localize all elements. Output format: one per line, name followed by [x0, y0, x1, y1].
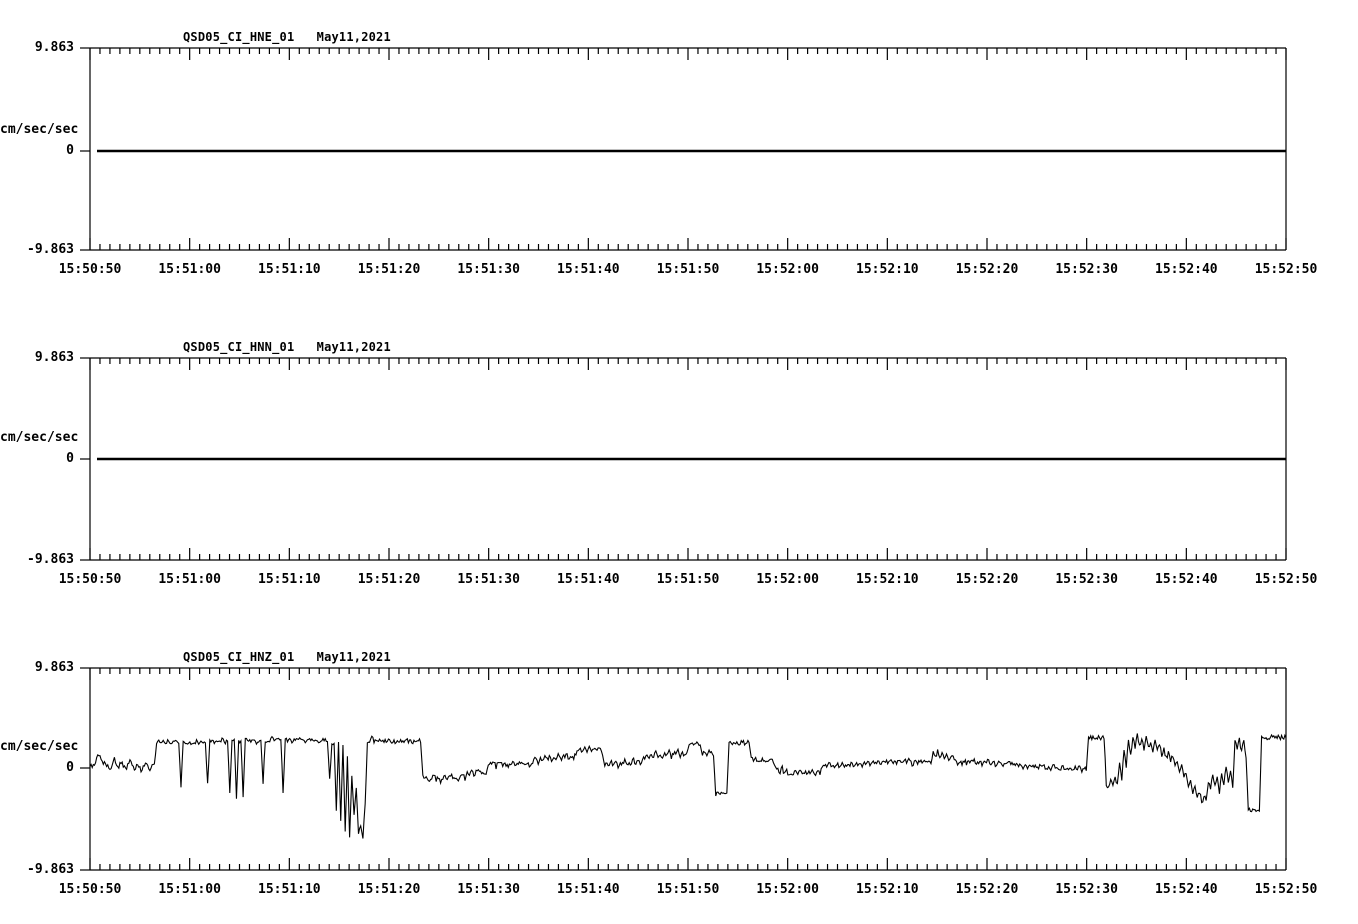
x-tick-label-hne-9: 15:52:20 [955, 262, 1019, 277]
plot-title-hnn: QSD05_CI_HNN_01 May11,2021 [183, 340, 391, 354]
x-tick-label-hne-0: 15:50:50 [58, 262, 122, 277]
x-tick-label-hnz-12: 15:52:50 [1254, 882, 1318, 897]
x-tick-label-hne-1: 15:51:00 [158, 262, 221, 277]
y-axis-units-label-hnz: cm/sec/sec [0, 739, 79, 754]
x-tick-label-hnn-10: 15:52:30 [1055, 572, 1118, 587]
x-tick-label-hnz-4: 15:51:30 [457, 882, 520, 897]
x-tick-label-hne-4: 15:51:30 [457, 262, 520, 277]
x-tick-label-hne-3: 15:51:20 [357, 262, 421, 277]
x-tick-label-hnn-3: 15:51:20 [357, 572, 421, 587]
x-tick-label-hnz-10: 15:52:30 [1055, 882, 1118, 897]
x-tick-label-hne-12: 15:52:50 [1254, 262, 1318, 277]
x-tick-label-hnn-2: 15:51:10 [258, 572, 321, 587]
plot-title-hnz: QSD05_CI_HNZ_01 May11,2021 [183, 650, 391, 664]
x-tick-label-hnz-8: 15:52:10 [856, 882, 919, 897]
x-tick-label-hnn-9: 15:52:20 [955, 572, 1019, 587]
y-axis-zero-label-hnz: 0 [66, 760, 74, 775]
x-tick-label-hnz-3: 15:51:20 [357, 882, 421, 897]
x-tick-label-hnz-7: 15:52:00 [756, 882, 819, 897]
x-tick-label-hnn-6: 15:51:50 [656, 572, 720, 587]
x-tick-label-hnz-11: 15:52:40 [1155, 882, 1218, 897]
x-tick-label-hnz-1: 15:51:00 [158, 882, 221, 897]
y-axis-max-label-hnn: 9.863 [34, 350, 74, 365]
x-tick-label-hnz-9: 15:52:20 [955, 882, 1019, 897]
x-tick-label-hne-7: 15:52:00 [756, 262, 819, 277]
x-tick-label-hnn-1: 15:51:00 [158, 572, 221, 587]
x-tick-label-hnn-12: 15:52:50 [1254, 572, 1318, 587]
y-axis-min-label-hnz: -9.863 [27, 862, 74, 877]
x-tick-label-hnn-7: 15:52:00 [756, 572, 819, 587]
x-tick-label-hnz-5: 15:51:40 [557, 882, 620, 897]
x-tick-label-hnn-11: 15:52:40 [1155, 572, 1218, 587]
x-tick-label-hnn-8: 15:52:10 [856, 572, 919, 587]
x-tick-label-hnn-0: 15:50:50 [58, 572, 122, 587]
x-tick-label-hnz-6: 15:51:50 [656, 882, 720, 897]
y-axis-zero-label-hne: 0 [66, 143, 74, 158]
x-tick-label-hne-10: 15:52:30 [1055, 262, 1118, 277]
waveform-trace-hnz [89, 733, 1287, 839]
y-axis-min-label-hnn: -9.863 [27, 552, 74, 567]
y-axis-zero-label-hnn: 0 [66, 451, 74, 466]
x-tick-label-hnn-5: 15:51:40 [557, 572, 620, 587]
x-tick-label-hnz-2: 15:51:10 [258, 882, 321, 897]
y-axis-min-label-hne: -9.863 [27, 242, 74, 257]
x-tick-label-hne-2: 15:51:10 [258, 262, 321, 277]
x-tick-label-hne-11: 15:52:40 [1155, 262, 1218, 277]
y-axis-max-label-hne: 9.863 [34, 40, 74, 55]
x-tick-label-hne-5: 15:51:40 [557, 262, 620, 277]
y-axis-units-label-hne: cm/sec/sec [0, 122, 79, 137]
x-tick-label-hne-6: 15:51:50 [656, 262, 720, 277]
x-tick-label-hne-8: 15:52:10 [856, 262, 919, 277]
y-axis-max-label-hnz: 9.863 [34, 660, 74, 675]
y-axis-units-label-hnn: cm/sec/sec [0, 430, 79, 445]
plot-title-hne: QSD05_CI_HNE_01 May11,2021 [183, 30, 391, 44]
x-tick-label-hnz-0: 15:50:50 [58, 882, 122, 897]
x-tick-label-hnn-4: 15:51:30 [457, 572, 520, 587]
